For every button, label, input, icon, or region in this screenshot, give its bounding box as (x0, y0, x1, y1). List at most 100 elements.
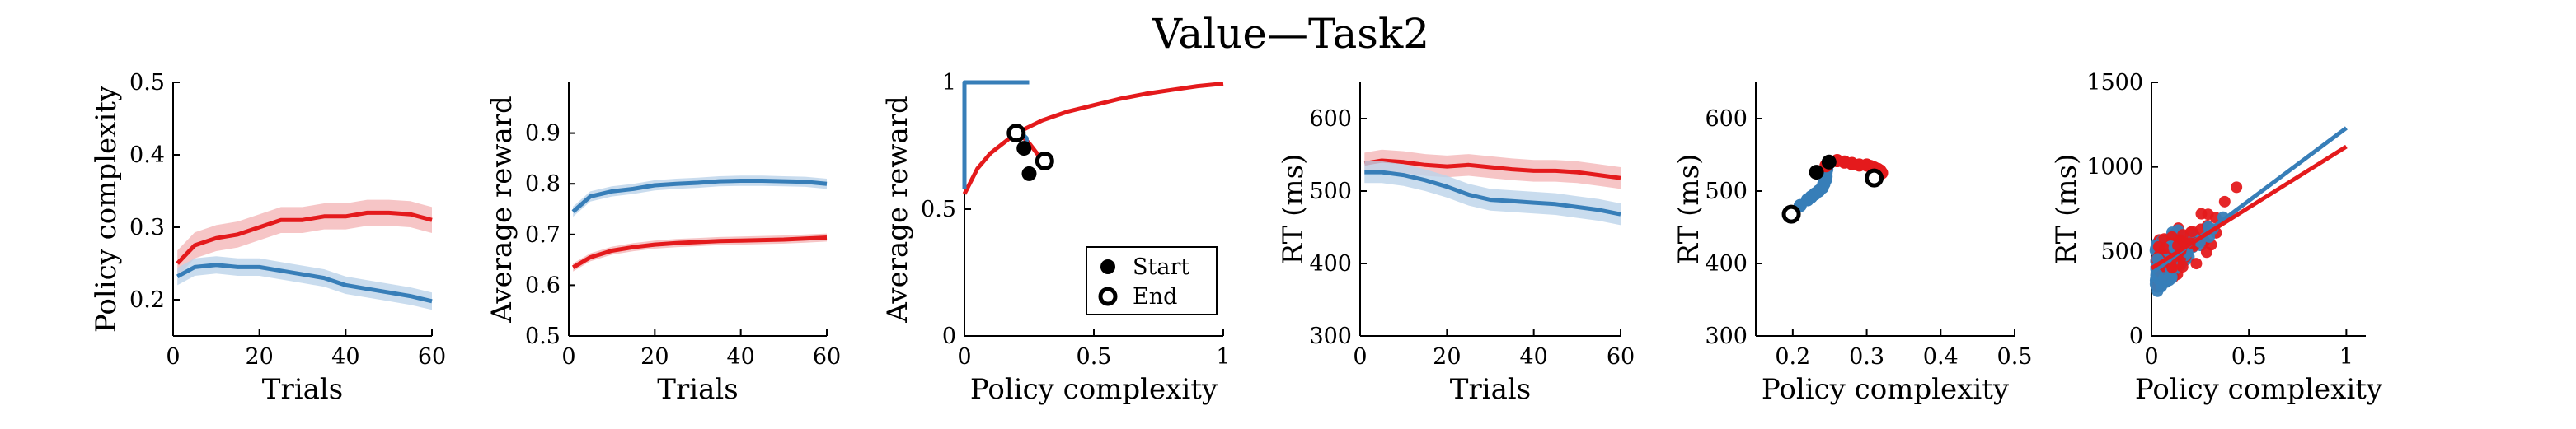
y-axis-label: RT (ms) (1673, 154, 1706, 265)
y-tick-label: 0.8 (525, 171, 561, 197)
chart-panel-5: 0.2 0.3 0.4 0.5 300 400 500 600 Policy complexit… (1673, 82, 2032, 406)
y-tick-label: 0.5 (525, 324, 561, 349)
y-tick-label: 0.6 (525, 273, 561, 298)
series-band-blue (177, 256, 432, 310)
x-tick-label: 1 (1216, 344, 1230, 370)
chart-panel-6: 0 0.5 1 0 500 1000 1500 Policy complexity RT (ms… (2050, 70, 2383, 406)
x-tick-label: 60 (813, 344, 841, 370)
data-point-red (2166, 262, 2179, 274)
y-tick-label: 0.3 (129, 215, 165, 240)
y-axis-label: Average reward (881, 96, 914, 324)
x-tick-label: 20 (245, 344, 273, 370)
y-tick-label: 400 (1309, 251, 1352, 277)
series-band-red (177, 199, 432, 277)
x-tick-label: 0.5 (1997, 344, 2033, 370)
legend-end-marker (1098, 287, 1118, 306)
x-tick-label: 60 (418, 344, 446, 370)
y-tick-label: 0.4 (129, 142, 165, 168)
x-tick-label: 40 (726, 344, 754, 370)
x-axis-label: Policy complexity (970, 373, 1218, 406)
y-axis-label: Policy complexity (90, 85, 123, 333)
x-tick-label: 0 (561, 344, 575, 370)
data-point-blue (2158, 272, 2170, 284)
y-tick-label: 1 (942, 70, 956, 96)
y-axis-label: Average reward (486, 96, 518, 324)
x-tick-label: 0 (1353, 344, 1367, 370)
start-marker (1821, 154, 1837, 170)
y-tick-label: 0.7 (525, 222, 561, 248)
y-tick-label: 0.2 (129, 287, 165, 313)
x-tick-label: 20 (640, 344, 669, 370)
data-point-red (2190, 258, 2203, 270)
series-line-red (1363, 158, 1621, 180)
x-tick-label: 0 (957, 344, 971, 370)
series-band-blue (573, 175, 827, 217)
data-point-red (2218, 195, 2231, 208)
chart-panel-3: 0 0.5 1 0 0.5 1 Policy complexity Average rewar… (881, 70, 1231, 406)
start-marker (1021, 166, 1037, 181)
data-point-red (2186, 226, 2198, 238)
y-tick-label: 500 (1705, 179, 1748, 204)
data-point-red (2152, 240, 2165, 253)
x-tick-label: 60 (1607, 344, 1635, 370)
chart-panel-4: 0 20 40 60 300 400 500 600 Trials RT (ms) (1277, 82, 1635, 406)
x-tick-label: 0 (2144, 344, 2158, 370)
legend-start-marker (1100, 259, 1115, 274)
data-point-red (2231, 181, 2243, 194)
x-tick-label: 0.5 (1077, 344, 1112, 370)
series-line-red (571, 235, 828, 269)
fit-line-red (2150, 144, 2348, 271)
x-tick-label: 40 (1519, 344, 1547, 370)
y-tick-label: 600 (1705, 106, 1748, 132)
figure-title: Value—Task2 (1152, 10, 1429, 58)
end-marker (1035, 151, 1054, 170)
series-line-red (962, 82, 1224, 195)
y-tick-label: 300 (1705, 324, 1748, 349)
end-marker (1781, 204, 1801, 224)
y-tick-label: 0.9 (525, 121, 561, 147)
x-tick-label: 0.4 (1923, 344, 1959, 370)
x-tick-label: 40 (331, 344, 359, 370)
series-line-red (176, 210, 433, 265)
series-line-blue (962, 80, 1030, 189)
x-tick-label: 0.3 (1849, 344, 1884, 370)
data-point-red (2200, 246, 2212, 259)
y-tick-label: 1000 (2086, 155, 2143, 180)
x-axis-label: Policy complexity (2135, 373, 2383, 406)
y-tick-label: 0 (942, 324, 956, 349)
x-tick-label: 20 (1433, 344, 1461, 370)
end-marker (1006, 124, 1026, 143)
start-marker (1016, 141, 1032, 156)
legend-label: Start (1133, 254, 1189, 280)
x-axis-label: Trials (1450, 373, 1531, 406)
chart-panel-2: 0 20 40 60 0.5 0.6 0.7 0.8 0.9 Trials Average rewa… (486, 82, 841, 406)
series-line-blue (571, 179, 828, 213)
y-tick-label: 600 (1309, 106, 1352, 132)
y-tick-label: 0.5 (129, 70, 165, 96)
end-marker (1865, 168, 1884, 188)
x-tick-label: 0.5 (2231, 344, 2267, 370)
y-tick-label: 500 (1309, 179, 1352, 204)
series-band-blue (1364, 161, 1621, 226)
y-tick-label: 0 (2129, 324, 2143, 349)
y-tick-label: 1500 (2086, 70, 2143, 96)
x-tick-label: 0.2 (1775, 344, 1810, 370)
x-axis-label: Policy complexity (1762, 373, 2010, 406)
x-axis-label: Trials (657, 373, 738, 406)
x-tick-label: 1 (2339, 344, 2353, 370)
y-axis-label: RT (ms) (1277, 154, 1310, 265)
y-tick-label: 500 (2100, 239, 2143, 264)
y-tick-label: 400 (1705, 251, 1748, 277)
legend-label: End (1133, 284, 1177, 310)
y-tick-label: 0.5 (921, 197, 956, 222)
y-axis-label: RT (ms) (2050, 154, 2083, 265)
y-tick-label: 300 (1309, 324, 1352, 349)
series-line-blue (176, 263, 433, 304)
start-marker (1809, 165, 1824, 180)
x-tick-label: 0 (166, 344, 180, 370)
data-point-red (2176, 261, 2189, 273)
series-band-red (573, 233, 827, 272)
series-line-blue (1364, 170, 1621, 217)
chart-panel-1: 0 20 40 60 0.2 0.3 0.4 0.5 Trials Policy complexi… (90, 70, 446, 406)
